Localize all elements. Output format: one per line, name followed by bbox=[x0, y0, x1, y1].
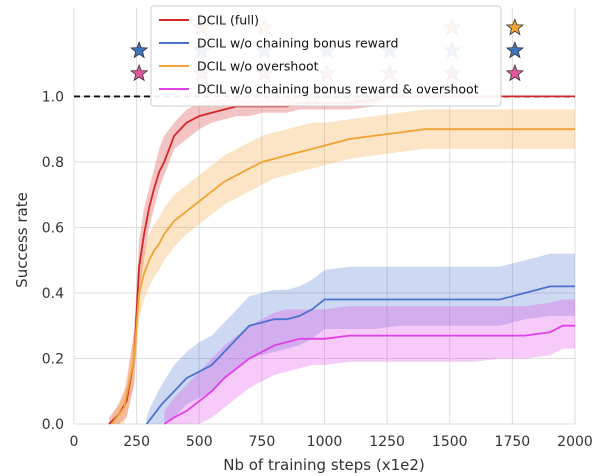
line-no-chaining bbox=[145, 285, 575, 425]
y-tick-label: 0.0 bbox=[42, 417, 64, 433]
x-tick-label: 250 bbox=[123, 434, 150, 450]
line-no-overshoot bbox=[110, 128, 575, 425]
x-tick-label: 750 bbox=[249, 434, 276, 450]
star-marker bbox=[505, 63, 525, 82]
y-tick-label: 1.0 bbox=[42, 89, 64, 105]
x-tick-label: 1750 bbox=[495, 434, 531, 450]
x-tick-label: 1500 bbox=[432, 434, 468, 450]
legend-label-no-chaining: DCIL w/o chaining bonus reward bbox=[197, 36, 398, 51]
star-marker bbox=[129, 63, 149, 82]
x-tick-label: 500 bbox=[186, 434, 213, 450]
band-no-overshoot bbox=[111, 109, 575, 424]
line-no-chaining-no-overshoot bbox=[163, 324, 575, 425]
legend-label-full: DCIL (full) bbox=[197, 13, 259, 28]
legend-box bbox=[150, 5, 502, 107]
star-marker bbox=[505, 18, 525, 36]
y-axis-label: Success rate bbox=[13, 192, 31, 288]
x-tick-label: 0 bbox=[70, 434, 79, 450]
x-axis-label: Nb of training steps (x1e2) bbox=[223, 456, 425, 474]
star-marker bbox=[505, 40, 525, 59]
legend: DCIL (full) DCIL w/o chaining bonus rewa… bbox=[150, 5, 502, 107]
legend-label-no-overshoot: DCIL w/o overshoot bbox=[197, 59, 319, 74]
x-tick-label: 1250 bbox=[369, 434, 405, 450]
legend-label-no-chaining-no-overshoot: DCIL w/o chaining bonus reward & oversho… bbox=[197, 82, 479, 97]
x-tick-label: 1000 bbox=[307, 434, 343, 450]
band-no-chaining-no-overshoot bbox=[164, 299, 575, 424]
y-tick-label: 0.4 bbox=[42, 286, 64, 302]
y-tick-label: 0.8 bbox=[42, 155, 64, 171]
x-tick-label: 2000 bbox=[557, 434, 593, 450]
band-no-chaining bbox=[146, 253, 575, 424]
star-marker bbox=[129, 40, 149, 59]
y-tick-label: 0.6 bbox=[42, 220, 64, 236]
y-tick-labels: 0.0 0.2 0.4 0.6 0.8 1.0 bbox=[42, 89, 64, 433]
x-tick-labels: 0 250 500 750 1000 1250 1500 1750 2000 bbox=[70, 434, 593, 450]
confidence-bands bbox=[109, 96, 575, 425]
y-tick-label: 0.2 bbox=[42, 351, 64, 367]
